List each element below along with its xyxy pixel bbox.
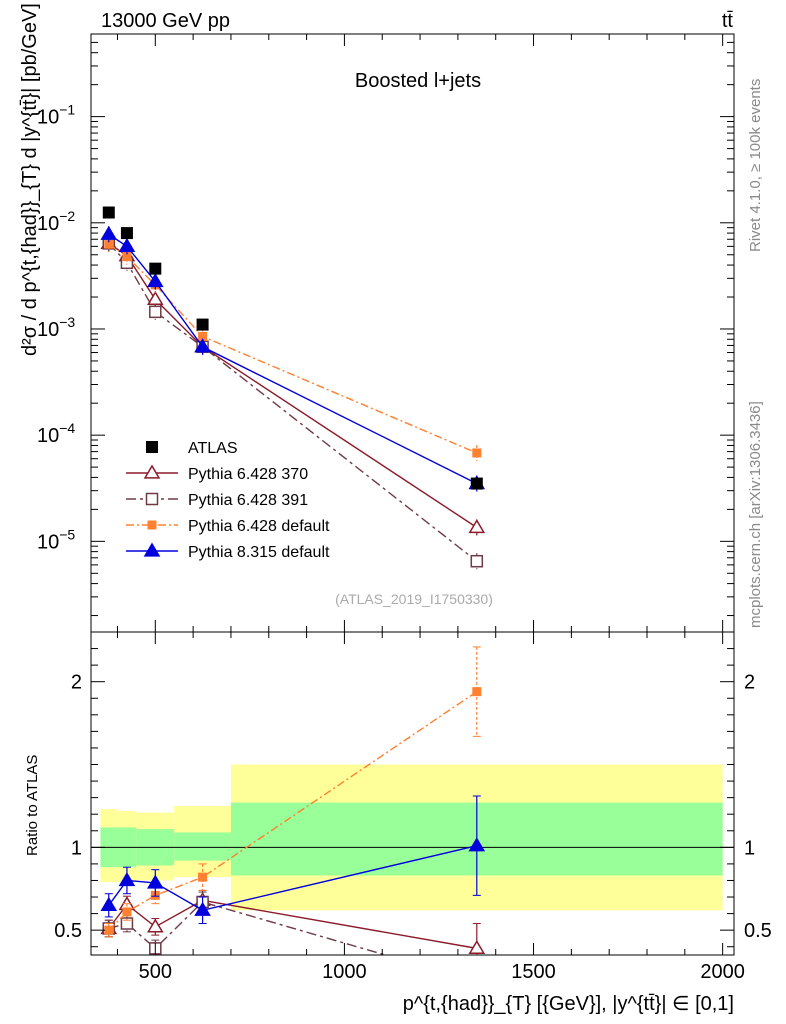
atlas-point (102, 206, 115, 219)
ratio-bands (100, 764, 723, 911)
series-line-main (108, 242, 478, 562)
legend-item-atlas: ATLAS (146, 440, 238, 457)
atlas-point (196, 318, 209, 331)
legend-marker (147, 520, 157, 530)
data-point-main (100, 225, 118, 240)
y-tick-label: 10−5 (37, 526, 75, 553)
ratio-tick-label-right: 0.5 (744, 920, 772, 942)
ratio-tick-label-left: 0.5 (54, 920, 82, 942)
atlas-point (149, 262, 162, 275)
y-tick-base: 10 (37, 531, 59, 553)
legend-label: Pythia 8.315 default (188, 544, 330, 561)
atlas-point (120, 227, 133, 240)
y-tick-base: 10 (37, 213, 59, 235)
x-tick-label: 1000 (322, 961, 367, 983)
data-point-ratio (120, 917, 134, 930)
series-line-main (108, 233, 478, 485)
series-layer (100, 206, 486, 987)
legend-item-p8: Pythia 8.315 default (126, 542, 330, 561)
data-point-ratio (198, 872, 208, 882)
data-point-ratio (100, 896, 118, 911)
chart-title: Boosted l+jets (355, 70, 481, 92)
ratio-tick-label-right: 2 (744, 672, 755, 694)
data-point-ratio (468, 837, 486, 852)
data-point-ratio (472, 687, 482, 697)
data-point-ratio (122, 907, 132, 917)
main-plot-frame (90, 33, 735, 633)
series-p8 (100, 225, 486, 925)
x-tick-label: 2000 (700, 961, 745, 983)
y-tick-base: 10 (37, 319, 59, 341)
y-tick-exp: −1 (59, 102, 75, 118)
ratio-plot-frame (90, 631, 735, 956)
data-point-ratio (468, 939, 486, 955)
data-point-ratio (471, 976, 482, 987)
legend: ATLAS Pythia 6.428 370 Pythia 6.428 391 Pyt… (126, 440, 330, 561)
data-point-ratio (194, 901, 211, 916)
y-tick-base: 10 (37, 425, 59, 447)
series-ratio-p8 (100, 795, 486, 925)
legend-item-p370: Pythia 6.428 370 (126, 464, 308, 483)
legend-marker (146, 441, 158, 453)
series-line-main (108, 243, 478, 454)
legend-item-p391: Pythia 6.428 391 (126, 492, 308, 509)
y-tick-exp: −5 (59, 526, 75, 542)
y-tick-base: 10 (37, 107, 59, 129)
mcplots-label: mcplots.cern.ch [arXiv:1306.3436] (747, 401, 764, 628)
y-tick-exp: −3 (59, 314, 75, 330)
ratio-tick-label-left: 1 (71, 837, 82, 859)
ratio-tick-label-right: 1 (744, 837, 755, 859)
legend-marker (145, 492, 159, 506)
data-point-ratio (118, 871, 136, 887)
data-point-main (472, 448, 482, 458)
legend-label: Pythia 6.428 391 (188, 492, 308, 509)
data-point-ratio (146, 918, 164, 933)
data-point-main (470, 554, 484, 568)
series-line-main (108, 242, 478, 529)
data-point-main (104, 239, 114, 249)
series-line-ratio (108, 691, 478, 931)
data-point-ratio (104, 925, 114, 935)
data-point-main (468, 519, 486, 534)
y-axis-label: d²σ / d p^{t,{had}}_{T} d |y^{tt̄}| [pb/… (19, 3, 41, 356)
ratio-tick-label-left: 2 (71, 672, 82, 694)
series-atlas (102, 206, 483, 490)
x-tick-label: 500 (139, 961, 172, 983)
y-tick-label: 10−1 (37, 102, 75, 129)
data-point-main (122, 252, 132, 262)
ratio-y-axis-label: Ratio to ATLAS (24, 755, 41, 856)
legend-label: ATLAS (188, 440, 238, 457)
rivet-label: Rivet 4.1.0, ≥ 100k events (747, 79, 764, 252)
legend-marker (143, 464, 161, 479)
data-point-main (118, 237, 136, 253)
legend-item-p6def: Pythia 6.428 default (126, 518, 330, 535)
x-tick-label: 1500 (511, 961, 556, 983)
y-tick-label: 10−4 (37, 420, 75, 447)
data-point-main (149, 305, 162, 319)
data-point-ratio (146, 874, 164, 889)
energy-label: 13000 GeV pp (101, 10, 230, 32)
process-label: tt̄ (722, 10, 734, 32)
x-axis-label: p^{t,{had}}_{T} [{GeV}], |y^{tt̄}| ∈ [0,… (403, 993, 734, 1015)
y-tick-exp: −2 (59, 208, 75, 224)
data-point-main (146, 273, 164, 288)
atlas-point (470, 477, 483, 490)
legend-label: Pythia 6.428 370 (188, 466, 308, 483)
y-tick-label: 10−2 (37, 208, 75, 235)
y-tick-label: 10−3 (37, 314, 75, 341)
y-tick-exp: −4 (59, 420, 75, 436)
band-inner (174, 832, 231, 861)
data-point-main (194, 338, 211, 353)
legend-label: Pythia 6.428 default (188, 518, 330, 535)
legend-marker (143, 542, 161, 557)
data-point-main (198, 331, 208, 341)
analysis-tag: (ATLAS_2019_I1750330) (335, 591, 493, 607)
